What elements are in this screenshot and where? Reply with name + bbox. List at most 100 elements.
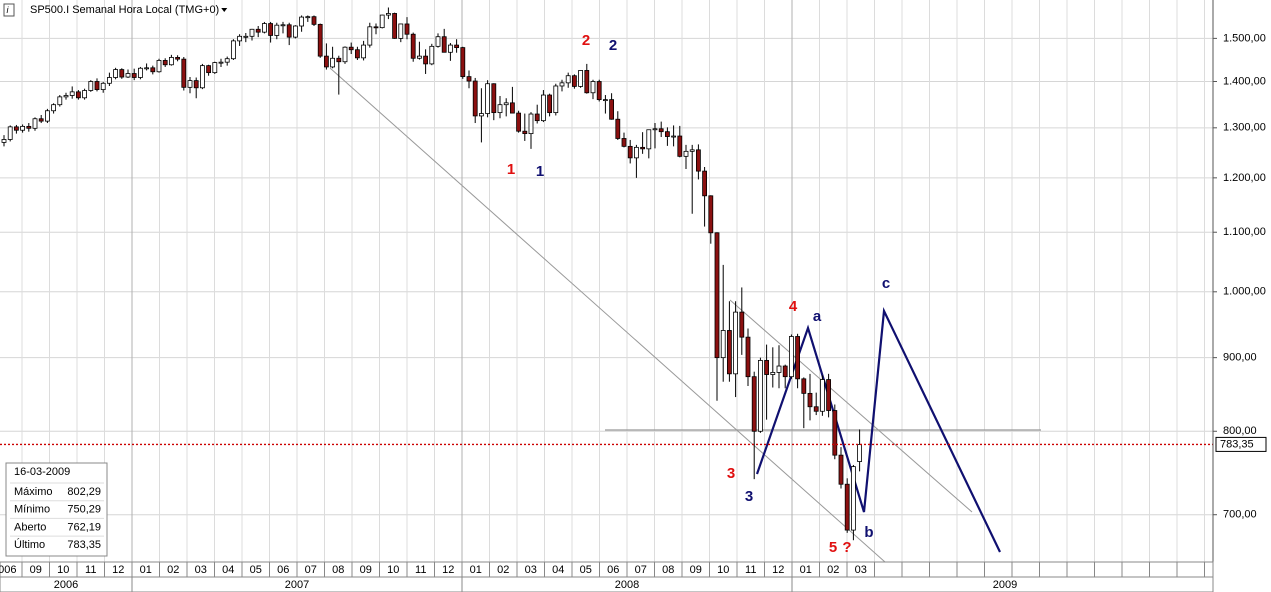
candle-body [119,69,125,78]
candle-body [255,28,261,33]
x-tick-label: 08 [662,564,674,576]
candle-body [286,24,292,38]
title-dropdown [221,8,228,12]
info-label: Último [14,538,45,551]
candle-body [789,336,794,378]
candle-body [13,126,19,131]
candle-body [7,126,13,140]
candle-body [795,336,800,380]
x-tick-label: 10 [717,564,729,576]
x-tick-label: 07 [635,564,647,576]
candle-body [807,392,813,408]
chart-title: SP500.I Semanal Hora Local (TMG+0) [30,4,219,16]
candle-body [466,76,472,82]
candle-body [113,69,118,78]
candle-body [218,61,224,64]
candle-body [398,23,404,39]
wave-label: 2 [582,32,590,49]
candle-body [844,483,850,531]
title-bar: i SP500.I Semanal Hora Local (TMG+0) [3,3,219,17]
candle-body [776,365,782,373]
x-tick-label: 10 [57,564,69,576]
candle-body [156,60,162,73]
y-tick-label: 800,00 [1223,425,1257,437]
candle-body [206,65,212,74]
x-tick-label: 02 [827,564,839,576]
candle-body [708,195,714,234]
y-tick-label: 1.400,00 [1223,75,1266,87]
x-tick-label: 04 [552,564,564,576]
candle-body [665,131,670,137]
wave-label: 1 [536,163,544,180]
candle-body [534,113,540,122]
candle-body [565,75,571,84]
candle-body [454,44,460,49]
candle-body [323,55,329,68]
x-tick-label: 05 [250,564,262,576]
year-label: 2006 [54,579,78,591]
candle-body [727,330,732,375]
wave-label: c [882,275,890,292]
candle-body [851,466,856,531]
candle-body [758,360,763,432]
candle-body [317,23,323,57]
candle-body [485,83,491,114]
x-tick-label: 04 [222,564,234,576]
candle-body [460,47,466,78]
candles [1,7,862,541]
x-tick-label: 11 [85,564,96,576]
candle-body [782,365,788,378]
wave-label: 3 [727,465,735,482]
candle-body [435,36,441,47]
x-tick-label: 09 [360,564,372,576]
wave-label: ? [842,539,851,556]
candle-body [646,129,652,150]
x-tick-label: 07 [305,564,317,576]
candle-body [596,81,602,101]
x-tick-label: 06 [277,564,289,576]
candle-body [720,330,726,359]
y-tick-label: 900,00 [1223,352,1257,364]
info-box: 16-03-2009 Máximo 802,29 Mínimo 750,29 Abert… [5,462,108,557]
candle-body [69,91,75,96]
candle-body [615,118,621,139]
candle-body [187,80,193,88]
x-tick-label: 006 [0,564,16,576]
candle-body [82,90,87,99]
candle-body [559,82,565,87]
candle-body [243,35,249,38]
candle-body [100,82,106,90]
x-tick-label: 09 [690,564,702,576]
candle-body [447,44,453,53]
candle-body [224,58,230,63]
candle-body [336,57,342,63]
candle-body [311,16,317,25]
candle-body [94,81,100,90]
candle-body [528,113,534,135]
candle-body [826,379,831,411]
candle-body [342,46,348,63]
x-tick-label: 01 [800,564,812,576]
candle-body [578,70,583,87]
wave-label: 2 [609,37,617,54]
candle-body [392,13,398,39]
candle-body [603,99,608,102]
candle-body [820,379,825,412]
candle-body [696,149,701,172]
candle-body [541,94,546,122]
candle-body [410,33,416,59]
candle-body [472,80,478,117]
candle-body [429,45,435,65]
candle-body [361,44,367,59]
candle-body [813,406,819,412]
x-tick-label: 01 [140,564,152,576]
candle-body [689,149,695,152]
x-tick-label: 11 [415,564,426,576]
candle-body [137,67,143,78]
candle-body [497,104,503,114]
candle-body [584,70,590,94]
candle-body [547,94,552,114]
candle-body [168,57,174,66]
